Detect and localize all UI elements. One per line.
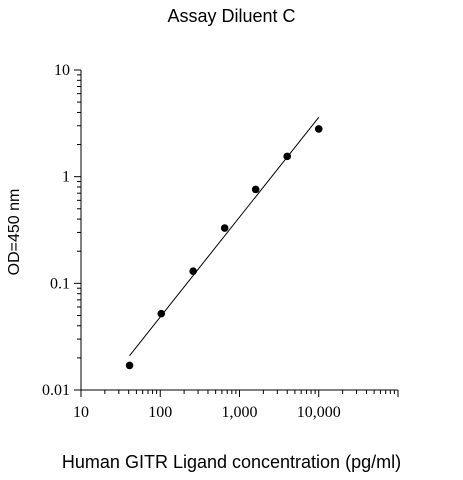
data-point — [220, 224, 229, 232]
x-tick-label: 10 — [73, 404, 89, 421]
x-tick-label: 1,000 — [222, 404, 258, 421]
data-point — [251, 185, 260, 194]
data-point — [283, 152, 292, 161]
y-tick-label: 10 — [54, 62, 70, 79]
x-tick-label: 100 — [148, 404, 172, 421]
data-point — [189, 267, 197, 275]
data-point — [125, 361, 134, 370]
y-tick-label: 0.01 — [42, 382, 70, 399]
x-axis-label: Human GITR Ligand concentration (pg/ml) — [61, 452, 402, 472]
y-tick-label: 0.1 — [50, 275, 70, 292]
fit-line — [129, 117, 320, 356]
data-point — [157, 309, 166, 318]
chart-title: Assay Diluent C — [167, 6, 296, 26]
x-tick-label: 10,000 — [297, 404, 341, 421]
y-tick-label: 1 — [62, 169, 70, 186]
data-point — [314, 125, 323, 133]
y-axis-label: OD=450 nm — [6, 188, 23, 276]
